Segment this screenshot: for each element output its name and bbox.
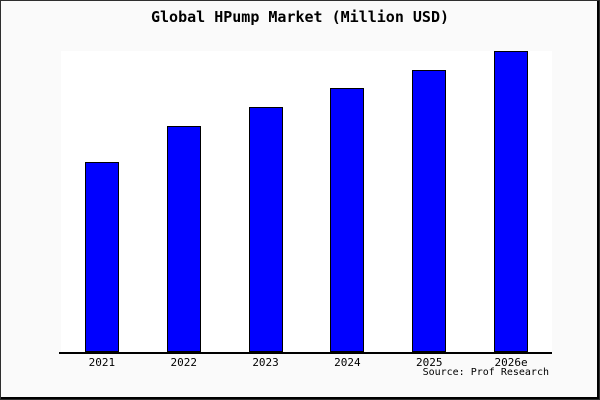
plot-area bbox=[61, 51, 552, 352]
x-tick-label-2021: 2021 bbox=[88, 356, 116, 369]
bar-2026e bbox=[494, 51, 529, 352]
x-tick-label-2022: 2022 bbox=[170, 356, 197, 369]
x-tick-label-2025: 2025 bbox=[415, 356, 443, 369]
x-tick-label-2024: 2024 bbox=[334, 356, 361, 369]
source-credit: Source: Prof Research bbox=[422, 367, 549, 378]
bar-2024 bbox=[330, 88, 365, 352]
x-tick-label-2023: 2023 bbox=[252, 356, 279, 369]
x-tick-label-2026e: 2026e bbox=[494, 356, 528, 369]
bar-2023 bbox=[248, 107, 283, 352]
bar-2025 bbox=[412, 70, 447, 352]
bar-2022 bbox=[166, 126, 201, 352]
x-axis-line bbox=[59, 352, 552, 354]
chart-title: Global HPump Market (Million USD) bbox=[150, 8, 449, 26]
bar-2021 bbox=[84, 162, 119, 352]
